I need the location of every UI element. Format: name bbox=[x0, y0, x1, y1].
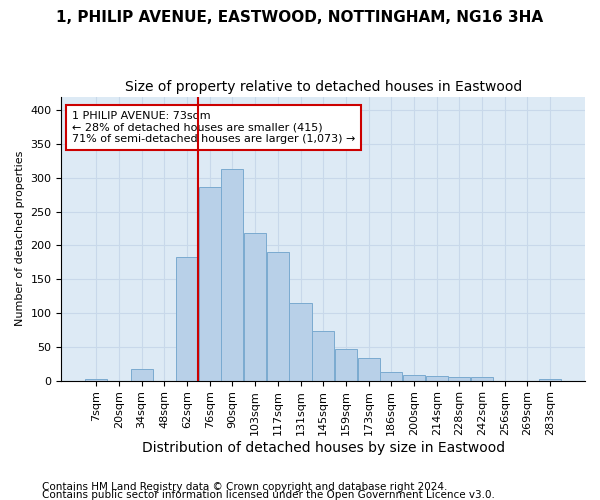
Text: 1, PHILIP AVENUE, EASTWOOD, NOTTINGHAM, NG16 3HA: 1, PHILIP AVENUE, EASTWOOD, NOTTINGHAM, … bbox=[56, 10, 544, 25]
Bar bbox=[267, 252, 289, 380]
Bar bbox=[221, 169, 244, 380]
Text: Contains HM Land Registry data © Crown copyright and database right 2024.: Contains HM Land Registry data © Crown c… bbox=[42, 482, 448, 492]
Bar bbox=[448, 377, 470, 380]
Bar bbox=[244, 233, 266, 380]
Bar bbox=[289, 303, 311, 380]
Bar bbox=[312, 331, 334, 380]
Bar bbox=[403, 375, 425, 380]
Y-axis label: Number of detached properties: Number of detached properties bbox=[15, 151, 25, 326]
Text: Contains public sector information licensed under the Open Government Licence v3: Contains public sector information licen… bbox=[42, 490, 495, 500]
Title: Size of property relative to detached houses in Eastwood: Size of property relative to detached ho… bbox=[125, 80, 522, 94]
Bar bbox=[335, 350, 357, 380]
Bar bbox=[358, 358, 380, 380]
Bar bbox=[380, 372, 403, 380]
Bar bbox=[176, 257, 198, 380]
Bar bbox=[471, 377, 493, 380]
Bar bbox=[85, 379, 107, 380]
Text: 1 PHILIP AVENUE: 73sqm
← 28% of detached houses are smaller (415)
71% of semi-de: 1 PHILIP AVENUE: 73sqm ← 28% of detached… bbox=[72, 111, 355, 144]
Bar bbox=[199, 186, 221, 380]
Bar bbox=[131, 369, 152, 380]
Bar bbox=[539, 378, 561, 380]
X-axis label: Distribution of detached houses by size in Eastwood: Distribution of detached houses by size … bbox=[142, 441, 505, 455]
Bar bbox=[425, 376, 448, 380]
